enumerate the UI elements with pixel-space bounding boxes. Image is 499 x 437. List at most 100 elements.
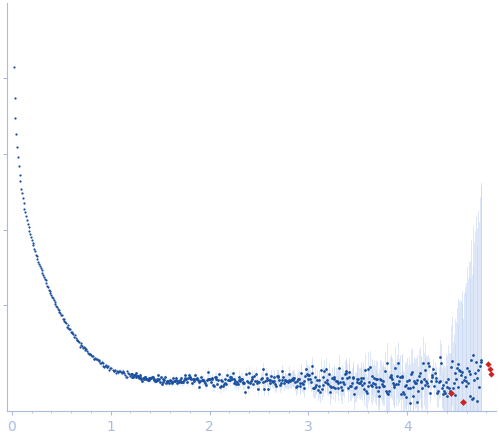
Point <box>326 389 334 396</box>
Point <box>273 373 281 380</box>
Point <box>93 356 101 363</box>
Point <box>121 372 129 379</box>
Point <box>208 376 216 383</box>
Point <box>156 379 164 386</box>
Point <box>258 378 266 385</box>
Point <box>327 383 335 390</box>
Point <box>462 382 470 389</box>
Point <box>460 376 468 383</box>
Point <box>227 373 235 380</box>
Point <box>455 367 463 374</box>
Point <box>384 391 392 398</box>
Point <box>388 375 396 382</box>
Point <box>241 379 249 386</box>
Point <box>288 376 296 383</box>
Point <box>92 355 100 362</box>
Point <box>163 379 171 386</box>
Point <box>132 369 140 376</box>
Point <box>261 371 269 378</box>
Point <box>365 379 373 386</box>
Point <box>223 371 231 378</box>
Point <box>158 380 166 387</box>
Point <box>367 382 375 389</box>
Point <box>15 171 23 178</box>
Point <box>344 385 352 392</box>
Point <box>101 363 109 370</box>
Point <box>124 370 132 377</box>
Point <box>361 366 369 373</box>
Point <box>157 373 165 380</box>
Point <box>147 375 155 382</box>
Point <box>270 378 278 385</box>
Point <box>397 391 405 398</box>
Point <box>255 379 263 386</box>
Point <box>100 364 108 371</box>
Point <box>360 380 368 387</box>
Point <box>413 399 421 406</box>
Point <box>425 359 433 366</box>
Point <box>351 384 359 391</box>
Point <box>180 377 188 384</box>
Point <box>122 374 130 381</box>
Point <box>25 228 33 235</box>
Point <box>468 396 476 403</box>
Point <box>408 368 416 375</box>
Point <box>178 379 186 386</box>
Point <box>450 380 458 387</box>
Point <box>380 382 388 389</box>
Point <box>88 353 96 360</box>
Point <box>368 373 376 380</box>
Point <box>410 378 418 385</box>
Point <box>415 372 423 379</box>
Point <box>412 379 420 386</box>
Point <box>308 369 316 376</box>
Point <box>437 360 445 367</box>
Point <box>109 366 117 373</box>
Point <box>12 131 20 138</box>
Point <box>130 371 138 378</box>
Point <box>441 390 449 397</box>
Point <box>247 378 255 385</box>
Point <box>218 377 226 384</box>
Point <box>123 368 131 375</box>
Point <box>32 253 40 260</box>
Point <box>216 384 224 391</box>
Point <box>115 368 123 375</box>
Point <box>89 353 97 360</box>
Point <box>316 388 324 395</box>
Point <box>379 382 387 389</box>
Point <box>94 357 102 364</box>
Point <box>385 388 393 395</box>
Point <box>286 378 294 385</box>
Point <box>212 373 220 380</box>
Point <box>24 223 32 230</box>
Point <box>232 380 240 387</box>
Point <box>278 377 286 384</box>
Point <box>463 378 471 385</box>
Point <box>245 383 252 390</box>
Point <box>364 365 372 372</box>
Point <box>75 339 83 346</box>
Point <box>453 364 461 371</box>
Point <box>407 370 415 377</box>
Point <box>41 275 49 282</box>
Point <box>83 348 91 355</box>
Point <box>72 337 80 344</box>
Point <box>91 355 99 362</box>
Point <box>467 392 475 399</box>
Point <box>253 379 261 386</box>
Point <box>211 373 219 380</box>
Point <box>406 385 414 392</box>
Point <box>310 385 318 392</box>
Point <box>421 366 429 373</box>
Point <box>70 333 78 340</box>
Point <box>155 372 163 379</box>
Point <box>330 375 338 382</box>
Point <box>222 379 230 386</box>
Point <box>396 373 404 380</box>
Point <box>123 374 131 381</box>
Point <box>183 378 191 385</box>
Point <box>95 357 103 364</box>
Point <box>476 363 484 370</box>
Point <box>228 376 236 383</box>
